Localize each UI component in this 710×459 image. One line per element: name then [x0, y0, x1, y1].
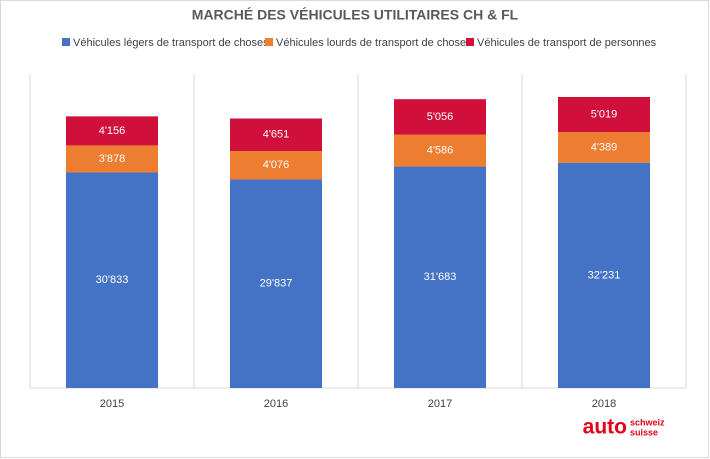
- bar-segment: [66, 116, 158, 146]
- data-label: 4'586: [427, 144, 454, 156]
- logo-sub: suisse: [630, 427, 658, 437]
- legend-swatch: [265, 38, 273, 46]
- bar-segment: [66, 172, 158, 388]
- bar-segment: [394, 134, 486, 167]
- logo-main: auto: [583, 416, 627, 439]
- legend-label: Véhicules légers de transport de choses: [73, 37, 269, 49]
- legend-swatch: [466, 38, 474, 46]
- bar-segment: [394, 99, 486, 135]
- x-tick-label: 2017: [428, 398, 452, 410]
- bar-segment: [230, 179, 322, 388]
- logo-sub: schweiz: [630, 417, 665, 427]
- bar-segment: [558, 132, 650, 163]
- legend-label: Véhicules lourds de transport de choses: [276, 37, 472, 49]
- bar-segment: [558, 97, 650, 133]
- data-label: 5'056: [427, 111, 454, 123]
- x-tick-label: 2015: [100, 398, 124, 410]
- data-label: 31'683: [424, 271, 457, 283]
- bar-segment: [558, 162, 650, 388]
- data-label: 29'837: [260, 278, 293, 290]
- data-label: 4'156: [99, 125, 126, 137]
- data-label: 4'651: [263, 129, 290, 141]
- x-tick-label: 2018: [592, 398, 616, 410]
- legend-label: Véhicules de transport de personnes: [477, 37, 657, 49]
- bar-segment: [230, 118, 322, 151]
- data-label: 3'878: [99, 153, 126, 165]
- bar-segment: [230, 150, 322, 180]
- bar-segment: [66, 145, 158, 173]
- data-label: 5'019: [591, 108, 618, 120]
- x-tick-label: 2016: [264, 398, 288, 410]
- legend-swatch: [62, 38, 70, 46]
- bar-segment: [394, 166, 486, 388]
- data-label: 4'076: [263, 159, 290, 171]
- data-label: 32'231: [588, 269, 621, 281]
- chart-title: MARCHÉ DES VÉHICULES UTILITAIRES CH & FL: [192, 7, 519, 23]
- data-label: 4'389: [591, 141, 618, 153]
- data-label: 30'833: [96, 274, 129, 286]
